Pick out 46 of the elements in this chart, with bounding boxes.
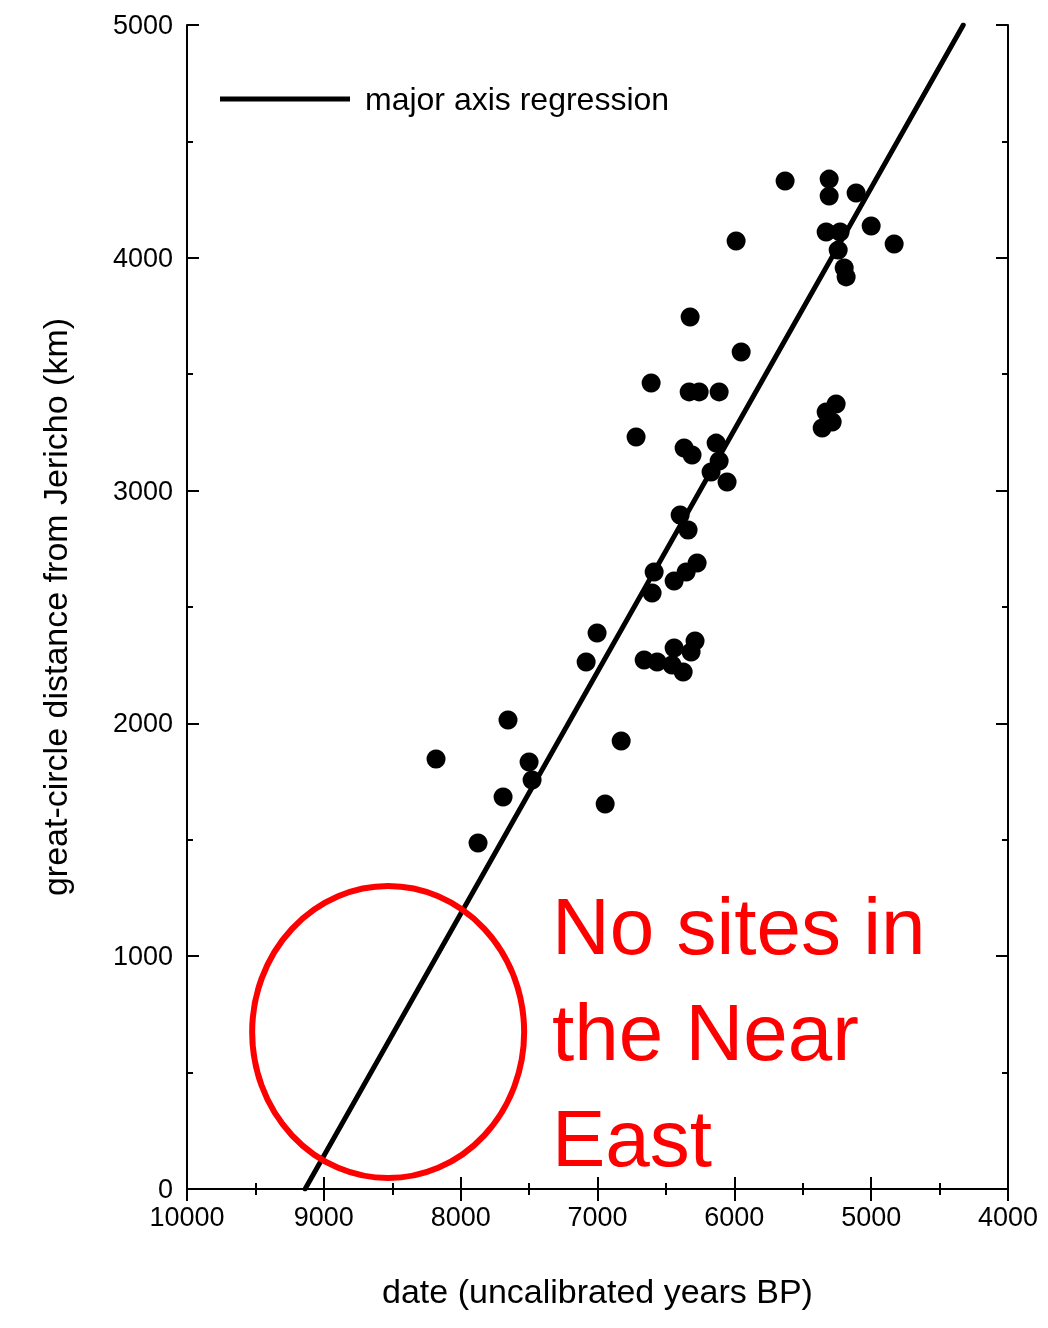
point xyxy=(626,427,646,447)
point xyxy=(664,638,684,658)
point xyxy=(836,267,856,287)
y-tick-label: 1000 xyxy=(112,941,173,972)
x-axis-title: date (uncalibrated years BP) xyxy=(382,1272,813,1310)
point xyxy=(775,171,795,191)
x-tick-label: 7000 xyxy=(567,1201,628,1232)
point xyxy=(812,418,832,438)
point xyxy=(519,752,539,772)
point xyxy=(641,373,661,393)
point xyxy=(846,183,866,203)
point xyxy=(717,472,737,492)
x-tick-label: 5000 xyxy=(841,1201,902,1232)
point xyxy=(687,553,707,573)
point xyxy=(682,445,702,465)
point xyxy=(819,169,839,189)
point xyxy=(673,662,693,682)
x-tick-label: 10000 xyxy=(149,1201,225,1232)
x-tick-label: 8000 xyxy=(430,1201,491,1232)
annotation: No sites in the Near East xyxy=(552,881,927,1185)
point xyxy=(426,749,446,769)
y-tick-label: 0 xyxy=(157,1174,173,1204)
point xyxy=(680,307,700,327)
y-tick-label: 4000 xyxy=(112,242,173,273)
point xyxy=(861,216,881,236)
point xyxy=(709,382,729,402)
point xyxy=(611,731,631,751)
point xyxy=(726,231,746,251)
y-tick-label: 3000 xyxy=(112,475,173,506)
point xyxy=(731,342,751,362)
x-tick-label: 4000 xyxy=(977,1201,1039,1232)
x-tick-label: 6000 xyxy=(704,1201,765,1232)
y-tick-label: 5000 xyxy=(112,10,173,40)
point xyxy=(493,787,513,807)
y-tick-label: 2000 xyxy=(112,708,173,739)
point xyxy=(595,794,615,814)
point xyxy=(685,631,705,651)
point xyxy=(819,186,839,206)
point xyxy=(468,833,488,853)
y-axis-title: great-circle distance from Jericho (km) xyxy=(36,317,74,897)
legend-label: major axis regression xyxy=(365,81,670,117)
x-tick-label: 9000 xyxy=(293,1201,354,1232)
point xyxy=(587,623,607,643)
point xyxy=(498,710,518,730)
point xyxy=(884,234,904,254)
point xyxy=(576,652,596,672)
